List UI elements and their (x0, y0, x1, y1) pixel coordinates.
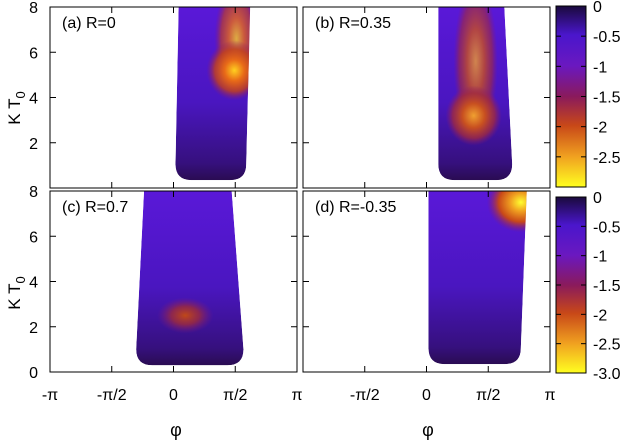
colorbar-top-tick-label: -1 (593, 59, 607, 76)
x-tick-label: -π (42, 387, 58, 404)
colorbar-bottom-tick-label: 0 (593, 190, 602, 207)
heatmap-hotspot (486, 191, 527, 233)
x-tick-label: -π/2 (350, 387, 380, 404)
y-tick-label: 0 (29, 365, 38, 382)
y-tick-label: 2 (29, 136, 38, 153)
y-tick-label: 4 (29, 91, 38, 108)
colorbar-bottom-tick-label: -2.5 (593, 337, 621, 354)
colorbar-bottom-tick-label: -3.0 (593, 366, 621, 383)
colorbar-top-tick-label: -1.5 (593, 90, 621, 107)
y-tick-label: 8 (29, 184, 38, 201)
y-tick-label: 6 (29, 45, 38, 62)
heatmap-hotspot (206, 40, 251, 101)
colorbar-bottom-tick-label: -1.5 (593, 278, 621, 295)
panel-frame (49, 6, 298, 189)
panel-d: (d) R=-0.35 -π/2 0 π/2 π (302, 190, 556, 404)
colorbar-bottom-tick-label: -0.5 (593, 219, 621, 236)
panel-label: (a) R=0 (62, 15, 116, 32)
x-tick-label: π/2 (476, 387, 500, 404)
heatmap-region (428, 191, 527, 365)
y-axis-label-bottom: K T0 (5, 276, 28, 309)
colorbar-top-tick-label: 0 (593, 0, 602, 16)
panel-frame (302, 6, 551, 189)
y-tick-label: 4 (29, 275, 38, 292)
panel-c: (c) R=0.7 0 2 4 6 8 -π -π/2 0 π/2 π (29, 184, 302, 404)
x-tick-label: π (291, 387, 302, 404)
colorbar-top-tick-label: -2 (593, 120, 607, 137)
heatmap-hotspot (445, 85, 502, 146)
panel-a: (a) R=0 2 4 6 8 (29, 0, 298, 189)
x-tick-label: 0 (422, 387, 431, 404)
x-axis-label-right: φ (422, 420, 434, 440)
x-tick-label: -π/2 (97, 387, 127, 404)
panel-label: (d) R=-0.35 (315, 199, 396, 216)
panel-label: (b) R=0.35 (315, 15, 391, 32)
colorbar-top-tick-label: -0.5 (593, 29, 621, 46)
y-tick-label: 6 (29, 229, 38, 246)
y-tick-label: 2 (29, 320, 38, 337)
heatmap-hotspot (157, 297, 214, 334)
heatmap-region (136, 191, 244, 366)
colorbar-bottom-tick-label: -1 (593, 249, 607, 266)
x-axis-label-left: φ (170, 420, 182, 440)
y-tick-label: 8 (29, 0, 38, 17)
x-tick-label: π (544, 387, 555, 404)
panel-label: (c) R=0.7 (62, 199, 128, 216)
y-axis-label-top: K T0 (5, 91, 28, 124)
x-tick-label: π/2 (223, 387, 247, 404)
x-tick-label: 0 (169, 387, 178, 404)
panel-b: (b) R=0.35 (302, 6, 551, 189)
colorbar-bottom-tick-label: -2 (593, 307, 607, 324)
colorbar-top-tick-label: -2.5 (593, 150, 621, 167)
